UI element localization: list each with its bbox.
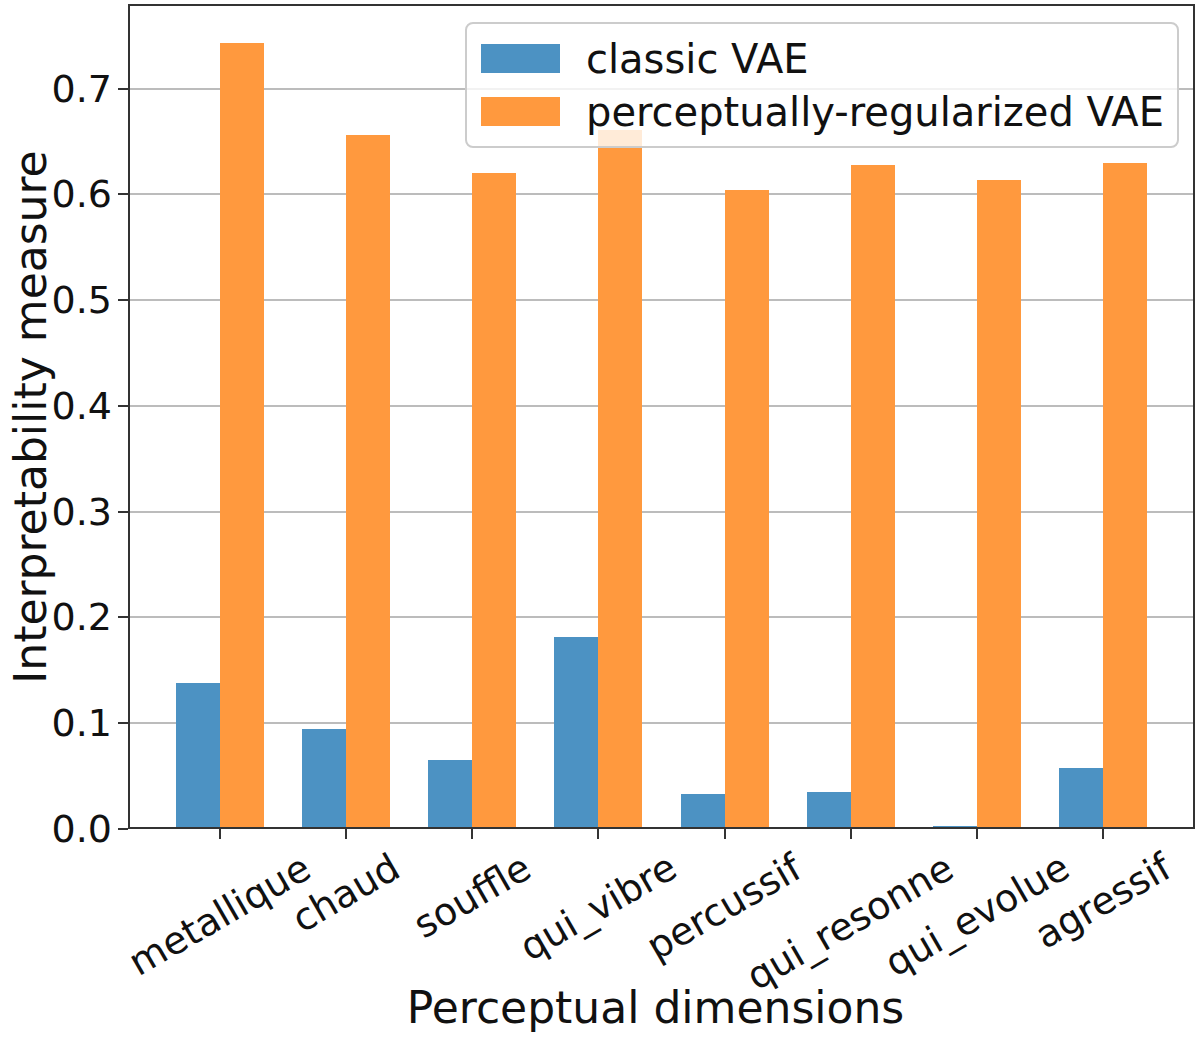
bar-classic-vae-percussif — [681, 794, 725, 829]
ytick-label-0.6: 0.6 — [52, 175, 112, 213]
xtick-mark-metallique — [219, 829, 221, 839]
xtick-label-metallique: metallique — [121, 846, 318, 985]
ytick-mark-0.5 — [118, 299, 128, 301]
bar-perceptually-regularized-vae-agressif — [1103, 163, 1147, 829]
ytick-mark-0.4 — [118, 405, 128, 407]
ytick-label-0.5: 0.5 — [52, 281, 112, 319]
ytick-mark-0.0 — [118, 828, 128, 830]
ytick-mark-0.7 — [118, 88, 128, 90]
legend-label: classic VAE — [586, 39, 809, 79]
gridline-0.3 — [128, 511, 1195, 513]
xtick-mark-percussif — [724, 829, 726, 839]
ytick-label-0.1: 0.1 — [52, 704, 112, 742]
gridline-0.4 — [128, 405, 1195, 407]
figure: { "chart_data": { "type": "bar", "title"… — [0, 0, 1200, 1044]
bar-perceptually-regularized-vae-chaud — [346, 135, 390, 829]
x-axis-title: Perceptual dimensions — [407, 982, 905, 1033]
bar-classic-vae-agressif — [1059, 768, 1103, 829]
y-axis-title: Interpretability measure — [5, 150, 56, 683]
bar-chart-figure: 0.00.10.20.30.40.50.60.7 metalliquechaud… — [0, 0, 1200, 1044]
bar-classic-vae-qui_evolue — [933, 826, 977, 829]
bar-classic-vae-qui_vibre — [554, 637, 598, 829]
gridline-0.1 — [128, 722, 1195, 724]
xtick-mark-chaud — [345, 829, 347, 839]
ytick-mark-0.2 — [118, 616, 128, 618]
legend-swatch-icon — [481, 97, 560, 126]
ytick-label-0.3: 0.3 — [52, 493, 112, 531]
xtick-mark-souffle — [471, 829, 473, 839]
xtick-mark-agressif — [1102, 829, 1104, 839]
legend-entry-classic-vae: classic VAE — [481, 39, 1163, 79]
bar-perceptually-regularized-vae-qui_resonne — [851, 165, 895, 829]
bar-perceptually-regularized-vae-qui_evolue — [977, 180, 1021, 829]
legend-swatch-icon — [481, 44, 560, 73]
ytick-label-0.7: 0.7 — [52, 70, 112, 108]
bar-perceptually-regularized-vae-qui_vibre — [598, 130, 642, 829]
xtick-mark-qui_resonne — [850, 829, 852, 839]
gridline-0.2 — [128, 616, 1195, 618]
bar-perceptually-regularized-vae-metallique — [220, 43, 264, 829]
bar-classic-vae-qui_resonne — [807, 792, 851, 829]
gridline-0.5 — [128, 299, 1195, 301]
legend-label: perceptually-regularized VAE — [586, 92, 1164, 132]
ytick-label-0.0: 0.0 — [52, 810, 112, 848]
bar-classic-vae-souffle — [428, 760, 472, 829]
bar-classic-vae-chaud — [302, 729, 346, 829]
bar-perceptually-regularized-vae-souffle — [472, 173, 516, 829]
gridline-0.6 — [128, 193, 1195, 195]
bar-classic-vae-metallique — [176, 683, 220, 829]
ytick-label-0.4: 0.4 — [52, 387, 112, 425]
ytick-label-0.2: 0.2 — [52, 598, 112, 636]
legend-entry-perceptually-regularized-vae: perceptually-regularized VAE — [481, 92, 1163, 132]
ytick-mark-0.3 — [118, 511, 128, 513]
xtick-mark-qui_evolue — [976, 829, 978, 839]
xtick-mark-qui_vibre — [597, 829, 599, 839]
bar-perceptually-regularized-vae-percussif — [725, 190, 769, 829]
ytick-mark-0.1 — [118, 722, 128, 724]
legend: classic VAE perceptually-regularized VAE — [465, 22, 1179, 148]
ytick-mark-0.6 — [118, 193, 128, 195]
